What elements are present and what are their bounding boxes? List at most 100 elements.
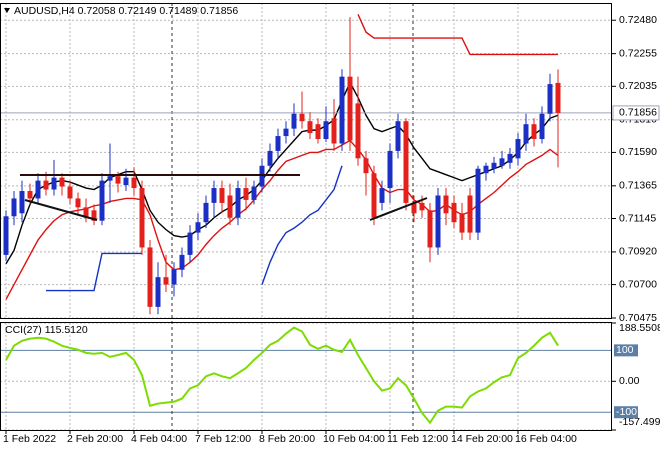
candle-body	[35, 180, 41, 199]
x-tick-label: 1 Feb 2022	[3, 433, 56, 445]
candle-body	[491, 162, 497, 169]
cci-panel-frame	[0, 322, 612, 431]
cci-level-label: -100	[616, 406, 637, 418]
candle-body	[283, 128, 289, 137]
candle-body	[555, 82, 561, 113]
candle-body	[267, 150, 273, 166]
menu-icon	[4, 8, 10, 13]
x-tick-label: 2 Feb 20:00	[67, 433, 123, 445]
x-tick-label: 10 Feb 04:00	[323, 433, 385, 445]
x-tick-label: 4 Feb 04:00	[131, 433, 187, 445]
y-tick-label: 0.70700	[619, 278, 657, 290]
x-tick-label: 7 Feb 12:00	[195, 433, 251, 445]
candle-body	[403, 121, 409, 203]
y-tick-label: 0.72035	[619, 80, 657, 92]
candle-body	[99, 180, 105, 221]
indicator-name: CCI(27)	[5, 324, 42, 336]
candle-body	[67, 186, 73, 199]
candle-body	[443, 195, 449, 214]
ohlc-high: 0.72149	[119, 5, 157, 17]
candle-body	[275, 136, 281, 151]
candle-body	[523, 124, 529, 144]
indicator-line	[46, 165, 343, 292]
ohlc-open: 0.72058	[78, 5, 116, 17]
candle-body	[483, 165, 489, 174]
candle-body	[427, 210, 433, 248]
candle-body	[59, 177, 65, 187]
indicator-line	[5, 81, 559, 265]
candle-body	[179, 254, 185, 270]
candle-body	[195, 222, 201, 233]
trend-line	[24, 199, 98, 221]
candle-body	[147, 247, 153, 307]
candle-body	[291, 113, 297, 129]
candle-body	[251, 186, 257, 200]
x-tick-label: 14 Feb 20:00	[451, 433, 513, 445]
cci-tick-label: 0.00	[619, 375, 640, 387]
candle-body	[371, 173, 377, 218]
candle-body	[19, 191, 25, 214]
indicator-title: CCI(27) 115.5120	[5, 324, 88, 336]
candle-body	[219, 188, 225, 203]
candle-body	[83, 207, 89, 218]
candle-body	[91, 210, 97, 221]
candle-body	[459, 213, 465, 233]
marks-layer	[0, 14, 612, 425]
candle-body	[507, 153, 513, 163]
candle-body	[347, 76, 353, 141]
indicator-value: 115.5120	[45, 324, 88, 336]
candle-body	[307, 121, 313, 134]
price-label: 0.71856	[619, 107, 657, 119]
cci-tick-label: -157.4994	[619, 416, 660, 428]
candle-body	[419, 202, 425, 211]
candle-body	[227, 195, 233, 218]
y-tick-label: 0.70920	[619, 246, 657, 258]
cci-level-box	[614, 344, 638, 357]
y-tick-label: 0.72255	[619, 47, 657, 59]
candle-body	[235, 188, 241, 218]
candle-body	[259, 165, 265, 187]
candle-body	[51, 177, 57, 190]
candle-body	[451, 202, 457, 223]
candle-body	[467, 195, 473, 233]
candle-body	[539, 113, 545, 140]
candle-body	[531, 124, 537, 140]
cci-level-label: 100	[616, 344, 634, 356]
candle-body	[171, 269, 177, 285]
candle-body	[499, 158, 505, 166]
ohlc-low: 0.71489	[159, 5, 197, 17]
cci-line	[5, 326, 559, 425]
y-tick-label: 0.72480	[619, 14, 657, 26]
candle-body	[435, 195, 441, 248]
indicator-line	[5, 139, 559, 300]
candle-body	[155, 277, 161, 307]
candle-body	[203, 202, 209, 223]
candle-body	[163, 277, 169, 285]
candle-body	[243, 188, 249, 200]
candle-body	[475, 168, 481, 233]
x-tick-label: 11 Feb 12:00	[387, 433, 448, 445]
candle-body	[339, 76, 345, 144]
candle-body	[131, 177, 137, 189]
candle-body	[315, 124, 321, 140]
indicator-line	[357, 14, 558, 56]
symbol: AUDUSD,H4	[14, 5, 75, 17]
candle-body	[107, 176, 113, 181]
price-label-box	[612, 105, 660, 121]
candle-body	[43, 180, 49, 190]
trend-line	[369, 197, 428, 221]
candle-body	[547, 84, 553, 114]
candle-body	[299, 113, 305, 122]
candle-body	[331, 118, 337, 144]
candle-body	[387, 150, 393, 189]
y-tick-label: 0.71145	[619, 212, 656, 224]
y-tick-label: 0.71590	[619, 146, 657, 158]
candle-body	[323, 121, 329, 140]
cci-level-box	[614, 406, 638, 419]
y-tick-label: 0.70475	[619, 312, 657, 324]
candle-body	[123, 177, 129, 186]
candle-body	[115, 176, 121, 184]
candle-body	[75, 198, 81, 208]
